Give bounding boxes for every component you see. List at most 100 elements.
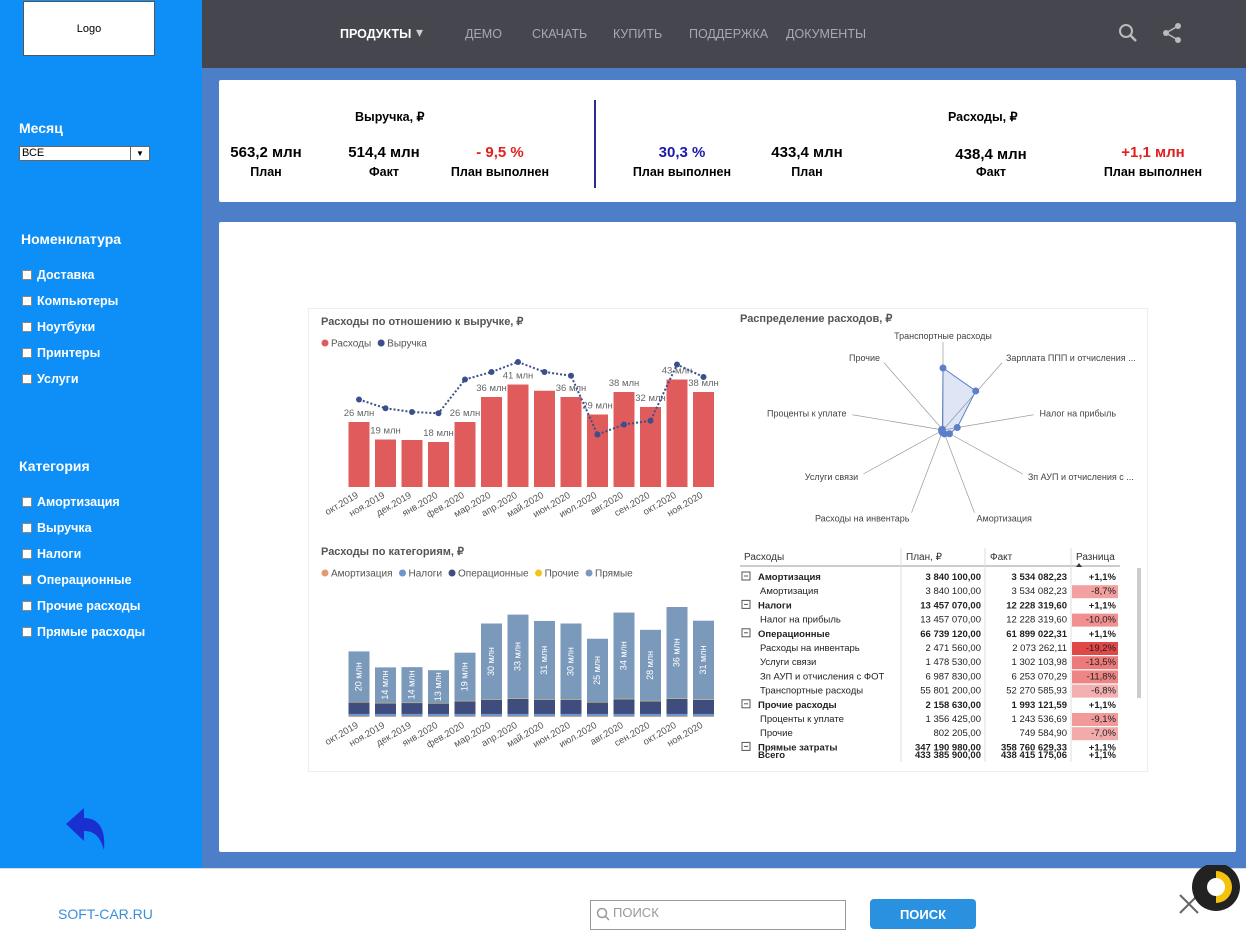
axis-label: Транспортные расходы [894,331,992,341]
legend-swatch [535,570,542,577]
bar-segment [534,700,555,714]
table-cell: Услуги связи [760,657,816,668]
table-header: План, ₽ [906,552,943,563]
axis-label: Прочие [849,353,880,363]
axis-label: Проценты к уплате [767,409,847,419]
bar-segment [402,703,423,714]
table-cell: +1,1% [1089,700,1117,711]
bar [455,422,476,487]
legend-swatch [378,340,385,347]
spoke [852,415,943,430]
table-cell: -6,8% [1091,686,1116,697]
data-label: 19 млн [459,662,469,691]
bar [349,422,370,487]
bar-segment [587,714,608,716]
data-label: 33 млн [512,642,522,671]
bar-segment [667,714,688,716]
bar-segment [455,714,476,716]
point [972,387,979,394]
table-cell: 1 993 121,59 [1012,700,1067,711]
table-cell: 52 270 585,93 [1006,686,1067,697]
bar-segment [481,714,502,716]
bar-segment [561,714,582,716]
bar-segment [481,716,502,717]
bar [508,385,529,488]
legend-label: Налоги [409,569,443,580]
table-header: Расходы [744,552,784,563]
table-header: Факт [990,552,1013,563]
table-cell: 13 457 070,00 [920,615,981,626]
table-cell: -9,1% [1091,714,1116,725]
table-cell: 12 228 319,60 [1006,600,1067,611]
data-label: 14 млн [406,670,416,699]
axis-label: Налог на прибыль [1040,409,1117,419]
bar-segment [375,703,396,714]
table-cell: Амортизация [760,586,818,597]
bar-segment [693,714,714,716]
table-cell: Амортизация [758,572,821,583]
data-label: 38 млн [609,378,640,389]
bar-segment [402,714,423,716]
data-label: 13 млн [433,672,443,701]
table-cell: 2 158 630,00 [926,700,981,711]
bar-segment [428,714,449,716]
bar [402,440,423,487]
table-cell: 1 478 530,00 [926,657,981,668]
bar-segment [667,716,688,717]
table-cell: -19,2% [1086,643,1117,654]
bar-segment [534,714,555,716]
axis-label: Услуги связи [805,472,858,482]
bar-segment [640,716,661,717]
data-label: 34 млн [618,641,628,670]
legend-label: Выручка [387,339,427,350]
spoke [863,430,943,474]
table-cell: 3 534 082,23 [1012,572,1067,583]
legend-swatch [586,570,593,577]
point [954,424,961,431]
bar-segment [614,714,635,716]
table-cell: 3 840 100,00 [926,572,981,583]
legend-label: Операционные [458,569,529,580]
chart-title: Распределение расходов, ₽ [740,313,892,325]
radar-area [942,368,976,434]
bar [667,380,688,488]
bar-segment [561,716,582,717]
data-label: 36 млн [671,638,681,667]
table-header: Разница [1076,552,1115,563]
data-label: 30 млн [565,647,575,676]
table-cell: Прочие [760,728,793,739]
table-cell: Прочие расходы [758,700,837,711]
bar-segment [693,700,714,714]
spoke [943,430,974,513]
bar-segment [640,701,661,714]
table-cell: -11,8% [1087,671,1117,682]
bar [587,415,608,488]
legend-label: Прочие [545,569,580,580]
point [939,426,946,433]
spoke [884,363,943,430]
spoke [912,430,943,513]
chart-title: Расходы по отношению к выручке, ₽ [321,316,523,328]
data-label: 31 млн [539,646,549,675]
data-label: 36 млн [556,383,587,394]
bar-segment [667,699,688,714]
bar [693,392,714,487]
data-label: 20 млн [353,662,363,691]
point [462,377,468,383]
bar-segment [428,716,449,717]
bar [481,397,502,487]
bar [561,397,582,487]
data-label: 18 млн [423,428,454,439]
table-cell: 802 205,00 [933,728,981,739]
bar [375,440,396,488]
table-cell: 1 302 103,98 [1012,657,1067,668]
data-label: 25 млн [592,656,602,685]
data-label: 14 млн [380,671,390,700]
data-label: 32 млн [635,393,666,404]
point [648,418,654,424]
data-label: 30 млн [486,647,496,676]
bar-segment [455,716,476,717]
table-cell: Налоги [758,600,792,611]
table-cell: +1,1% [1089,600,1117,611]
